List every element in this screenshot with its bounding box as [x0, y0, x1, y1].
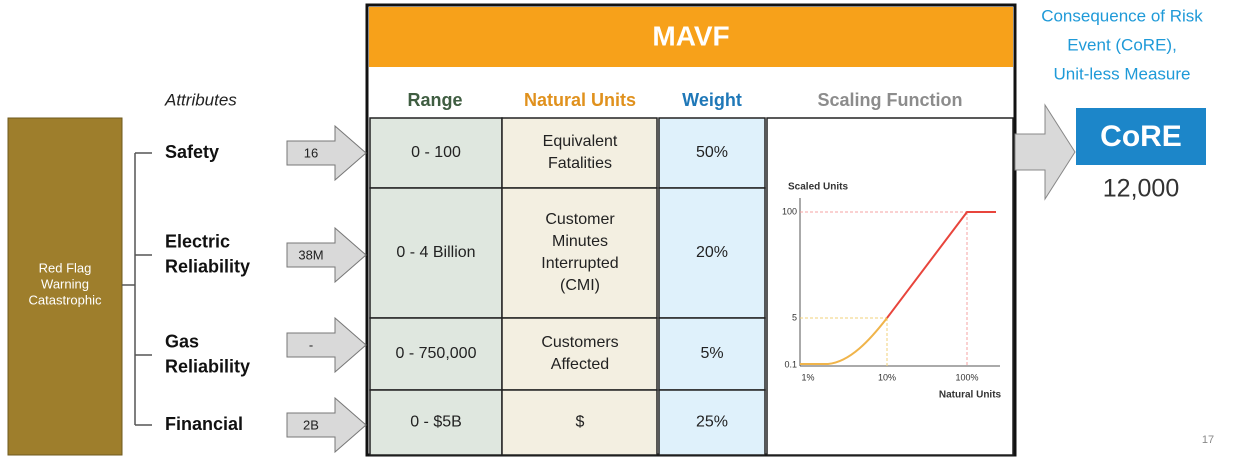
input-value: - — [309, 337, 313, 352]
table-cell — [369, 317, 503, 391]
mavf-title: MAVF — [652, 20, 729, 51]
table-cell — [501, 389, 658, 456]
attribute-label: Reliability — [165, 356, 250, 376]
range: 0 - 750,000 — [396, 345, 477, 362]
chart-x-label: 1% — [801, 372, 814, 382]
output-caption: Event (CoRE), — [1067, 35, 1177, 54]
weight: 25% — [696, 414, 728, 431]
weight: 5% — [700, 345, 723, 362]
scaling-cell — [766, 117, 1014, 456]
table-cell — [501, 187, 658, 319]
table-cell — [658, 187, 766, 319]
input-value: 38M — [298, 247, 323, 262]
range: 0 - 4 Billion — [396, 244, 475, 261]
page-number: 17 — [1202, 434, 1214, 446]
natural-units: Fatalities — [548, 155, 612, 172]
range: 0 - 100 — [411, 144, 461, 161]
core-value: 12,000 — [1103, 175, 1179, 203]
column-header: Weight — [682, 90, 742, 110]
chart-y-title: Scaled Units — [788, 182, 848, 193]
curve — [886, 211, 996, 319]
core-label: CoRE — [1100, 120, 1182, 153]
table-cell — [658, 317, 766, 391]
natural-units: Minutes — [552, 233, 608, 250]
source-label: Warning — [41, 276, 89, 291]
input-arrow — [286, 124, 367, 182]
attribute-label: Safety — [165, 142, 219, 162]
natural-units: (CMI) — [560, 277, 600, 294]
input-arrow — [286, 316, 367, 374]
source-label: Catastrophic — [29, 292, 102, 307]
column-header: Range — [407, 90, 462, 110]
table-cell — [501, 117, 658, 189]
output-caption: Consequence of Risk — [1041, 6, 1203, 25]
column-header: Natural Units — [524, 90, 636, 110]
attributes-header: Attributes — [164, 90, 237, 109]
output-caption: Unit-less Measure — [1054, 64, 1191, 83]
input-arrow — [286, 396, 367, 454]
table-cell — [658, 117, 766, 189]
chart-x-label: 10% — [878, 372, 896, 382]
natural-units: $ — [576, 414, 585, 431]
input-arrow — [286, 226, 367, 284]
natural-units: Equivalent — [543, 133, 618, 150]
range: 0 - $5B — [410, 414, 462, 431]
column-header: Scaling Function — [817, 90, 962, 110]
natural-units: Affected — [551, 356, 609, 373]
table-cell — [369, 389, 503, 456]
attribute-label: Electric — [165, 231, 230, 251]
table-cell — [658, 389, 766, 456]
output-arrow — [1014, 103, 1076, 201]
curve — [800, 317, 888, 365]
core-box — [1076, 108, 1206, 165]
chart-y-label: 5 — [792, 312, 797, 322]
natural-units: Interrupted — [541, 255, 618, 272]
natural-units: Customers — [541, 334, 618, 351]
chart-y-label: 100 — [782, 206, 797, 216]
attribute-label: Financial — [165, 414, 243, 434]
weight: 20% — [696, 244, 728, 261]
natural-units: Customer — [545, 211, 615, 228]
table-cell — [501, 317, 658, 391]
chart-x-title: Natural Units — [939, 390, 1002, 401]
chart-y-label: 0.1 — [784, 359, 797, 369]
attribute-label: Reliability — [165, 256, 250, 276]
chart-x-label: 100% — [955, 372, 978, 382]
input-value: 16 — [304, 145, 318, 160]
input-value: 2B — [303, 417, 319, 432]
source-box — [7, 117, 123, 456]
attribute-label: Gas — [165, 331, 199, 351]
weight: 50% — [696, 144, 728, 161]
source-label: Red Flag — [39, 260, 92, 275]
mavf-header — [369, 7, 1013, 67]
